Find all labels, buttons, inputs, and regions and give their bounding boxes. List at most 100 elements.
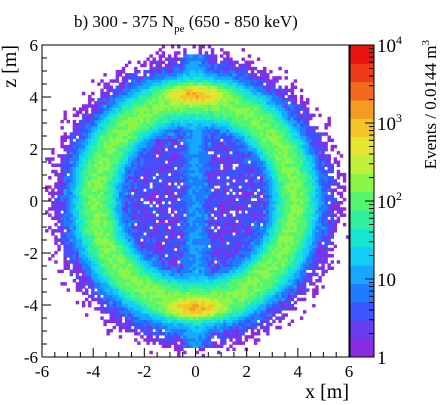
heatmap-cell (183, 79, 187, 83)
heatmap-cell (180, 341, 184, 345)
heatmap-cell (213, 238, 218, 242)
heatmap-cell (204, 63, 209, 68)
heatmap-cell (232, 188, 236, 192)
heatmap-cell (134, 297, 138, 302)
heatmap-cell (158, 113, 163, 118)
heatmap-cell (100, 126, 104, 130)
heatmap-cell (146, 232, 150, 236)
heatmap-cell (69, 241, 74, 246)
heatmap-cell (134, 123, 138, 127)
heatmap-cell (207, 45, 212, 49)
heatmap-cell (84, 244, 89, 249)
heatmap-cell (124, 123, 129, 127)
heatmap-cell (174, 257, 178, 261)
heatmap-cell (152, 188, 156, 192)
heatmap-cell (69, 169, 74, 174)
heatmap-cell (51, 207, 55, 211)
heatmap-cell (155, 216, 160, 221)
heatmap-cell (180, 338, 184, 342)
heatmap-cell (146, 132, 150, 136)
heatmap-cell (198, 163, 202, 168)
heatmap-cell (109, 291, 113, 295)
heatmap-cell (106, 272, 110, 277)
heatmap-cell (143, 285, 147, 289)
heatmap-cell (118, 88, 123, 93)
heatmap-cell (155, 322, 160, 327)
heatmap-cell (183, 197, 187, 202)
heatmap-cell (210, 241, 215, 246)
heatmap-cell (164, 123, 169, 127)
heatmap-cell (75, 272, 80, 277)
heatmap-cell (81, 204, 86, 208)
heatmap-cell (121, 138, 126, 143)
heatmap-cell (210, 232, 215, 236)
heatmap-cell (149, 73, 153, 77)
heatmap-cell (149, 210, 153, 214)
heatmap-cell (201, 147, 206, 152)
heatmap-cell (94, 275, 98, 280)
heatmap-cell (216, 238, 221, 242)
heatmap-cell (232, 185, 236, 189)
heatmap-cell (204, 119, 209, 124)
heatmap-cell (183, 254, 187, 258)
heatmap-cell (170, 94, 175, 99)
heatmap-cell (216, 144, 221, 149)
heatmap-cell (69, 157, 74, 161)
heatmap-cell (226, 69, 230, 74)
heatmap-cell (186, 288, 190, 292)
heatmap-cell (158, 197, 163, 202)
heatmap-cell (115, 269, 120, 274)
heatmap-cell (232, 144, 236, 149)
heatmap-cell (238, 132, 242, 136)
heatmap-cell (106, 163, 110, 168)
heatmap-cell (88, 279, 92, 283)
heatmap-cell (183, 257, 187, 261)
heatmap-cell (235, 104, 239, 108)
heatmap-cell (78, 123, 83, 127)
heatmap-cell (57, 201, 61, 205)
heatmap-cell (97, 107, 101, 111)
heatmap-cell (72, 123, 77, 127)
heatmap-cell (97, 285, 101, 289)
heatmap-cell (91, 107, 95, 111)
heatmap-cell (161, 229, 166, 233)
heatmap-cell (143, 104, 147, 108)
heatmap-cell (121, 197, 126, 202)
heatmap-cell (238, 94, 242, 99)
heatmap-cell (223, 157, 227, 161)
heatmap-cell (84, 110, 89, 114)
heatmap-cell (161, 325, 166, 330)
heatmap-cell (189, 141, 193, 146)
heatmap-cell (158, 204, 163, 208)
heatmap-cell (232, 229, 236, 233)
heatmap-cell (112, 88, 117, 93)
heatmap-cell (106, 98, 110, 102)
heatmap-cell (232, 225, 236, 230)
heatmap-cell (167, 85, 172, 90)
heatmap-cell (164, 57, 169, 61)
heatmap-cell (143, 219, 147, 224)
heatmap-cell (100, 182, 104, 186)
heatmap-cell (149, 151, 153, 155)
heatmap-cell (226, 222, 230, 227)
heatmap-cell (241, 313, 245, 317)
heatmap-cell (195, 91, 199, 96)
heatmap-cell (112, 247, 117, 252)
heatmap-cell (152, 307, 156, 311)
heatmap-cell (118, 126, 123, 130)
heatmap-cell (115, 88, 120, 93)
heatmap-cell (177, 126, 181, 130)
heatmap-cell (75, 275, 80, 280)
heatmap-cell (210, 172, 215, 177)
heatmap-cell (186, 241, 190, 246)
heatmap-cell (189, 57, 193, 61)
heatmap-cell (201, 291, 206, 295)
heatmap-cell (137, 266, 141, 270)
heatmap-cell (192, 116, 196, 121)
heatmap-cell (216, 235, 221, 239)
heatmap-cell (223, 291, 227, 295)
heatmap-cell (198, 322, 202, 327)
heatmap-cell (81, 104, 86, 108)
heatmap-cell (140, 310, 144, 314)
heatmap-cell (177, 144, 181, 149)
